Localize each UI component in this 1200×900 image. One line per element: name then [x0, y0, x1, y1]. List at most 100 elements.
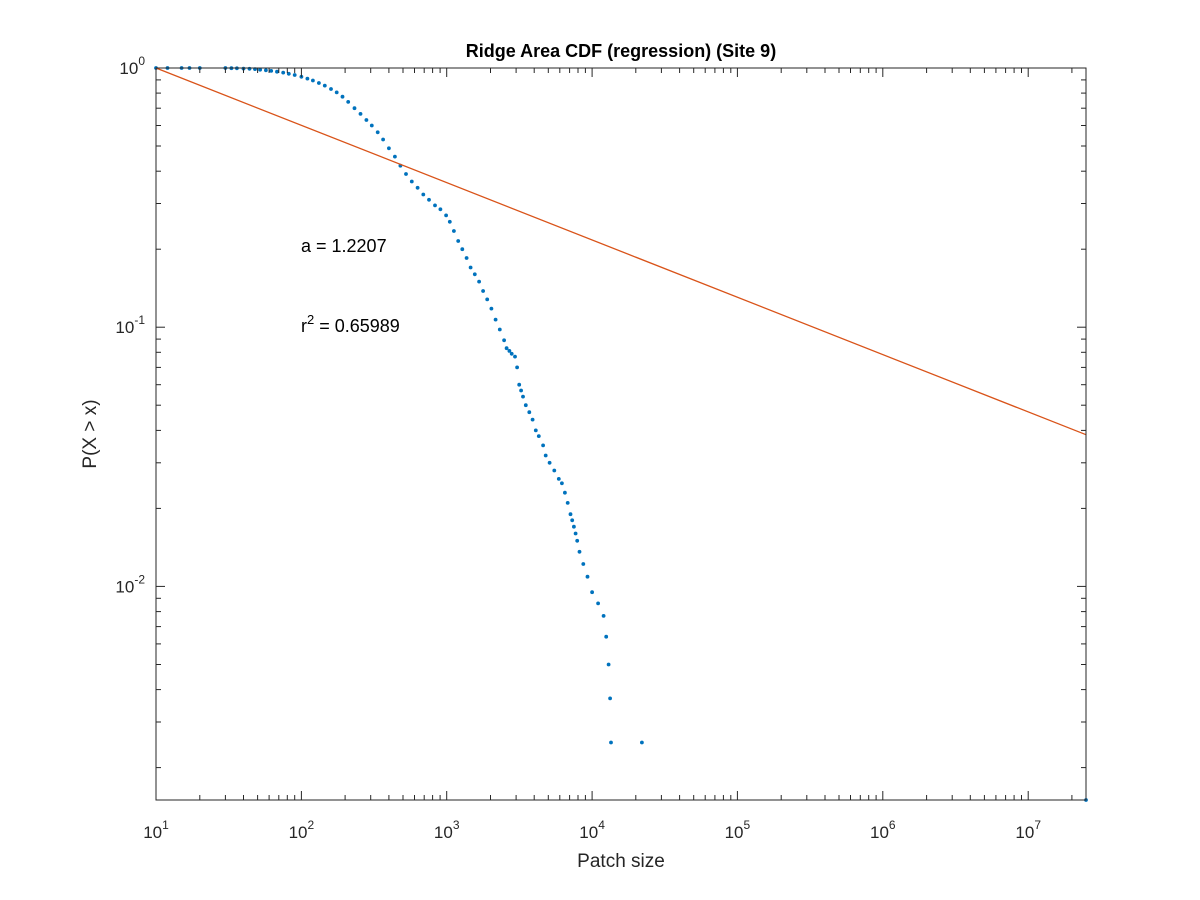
x-tick-label: 101: [143, 818, 169, 842]
data-point: [590, 590, 594, 595]
x-tick-label: 102: [289, 818, 315, 842]
data-point: [596, 601, 600, 606]
data-point: [281, 70, 286, 75]
data-point: [515, 365, 519, 370]
data-point: [530, 417, 535, 422]
annotation-r2-suffix: = 0.65989: [314, 316, 400, 336]
data-point: [340, 94, 345, 99]
data-point: [573, 531, 578, 536]
y-tick-label-base: 10: [115, 577, 134, 596]
annotation-r2-superscript: 2: [307, 312, 314, 327]
x-tick-label-base: 10: [579, 823, 598, 842]
data-point: [447, 219, 452, 224]
data-points: [154, 66, 1088, 802]
data-point: [421, 192, 426, 197]
data-point: [305, 76, 310, 81]
data-point: [346, 100, 351, 104]
x-tick-label-base: 10: [143, 823, 162, 842]
data-point: [415, 185, 420, 190]
data-point: [334, 90, 339, 95]
data-point: [604, 634, 609, 639]
annotation-r2-prefix: r: [301, 316, 307, 336]
data-point: [568, 512, 573, 517]
data-point: [577, 549, 582, 554]
data-point: [317, 81, 321, 85]
data-point: [404, 172, 408, 176]
x-axis-label: Patch size: [577, 851, 665, 872]
data-point: [352, 106, 357, 111]
x-tick-label-exponent: 3: [453, 818, 460, 832]
data-point: [409, 179, 414, 184]
data-point: [460, 247, 465, 252]
data-point: [533, 428, 538, 433]
x-tick-label: 106: [870, 818, 896, 842]
data-point: [502, 338, 506, 343]
data-point: [292, 73, 297, 77]
data-point: [606, 662, 611, 667]
x-tick-label: 104: [579, 818, 605, 842]
x-tick-label-base: 10: [870, 823, 889, 842]
data-point: [497, 327, 502, 332]
x-tick-label: 103: [434, 818, 460, 842]
data-point: [275, 69, 279, 74]
data-point: [477, 279, 481, 284]
data-point: [258, 67, 262, 72]
axes-box: [155, 67, 1087, 801]
x-tick-label: 107: [1015, 818, 1041, 842]
data-point: [601, 614, 606, 618]
x-tick-label-exponent: 6: [889, 818, 896, 832]
data-point: [247, 66, 252, 71]
y-tick-label: 10-2: [115, 572, 145, 596]
data-point: [609, 740, 613, 745]
annotation-exponent: a = 1.2207: [301, 236, 387, 256]
y-tick-label-exponent: 0: [138, 54, 145, 68]
y-tick-label-base: 10: [119, 59, 138, 78]
data-point: [452, 229, 456, 233]
data-point: [387, 146, 391, 151]
chart-title: Ridge Area CDF (regression) (Site 9): [466, 41, 776, 61]
data-point: [556, 477, 561, 481]
data-point: [565, 501, 570, 505]
data-point: [485, 297, 490, 302]
data-point: [433, 203, 437, 208]
y-axis-label: P(X > x): [80, 399, 101, 468]
data-point: [585, 574, 590, 579]
data-point: [543, 453, 548, 458]
data-point: [472, 272, 477, 277]
data-point: [608, 696, 612, 701]
data-point: [358, 112, 363, 116]
data-point: [464, 256, 469, 260]
data-point: [504, 346, 509, 351]
data-point: [560, 481, 564, 486]
data-point: [527, 410, 532, 415]
data-point: [581, 562, 586, 566]
series-layer: [154, 66, 1088, 802]
x-tick-label-base: 10: [725, 823, 744, 842]
y-tick-label: 10-1: [115, 313, 145, 337]
data-point: [523, 403, 528, 408]
data-point: [509, 351, 514, 356]
data-point: [264, 68, 268, 73]
data-point: [329, 87, 333, 91]
data-point: [311, 78, 315, 83]
data-point: [547, 460, 552, 465]
data-point: [481, 289, 485, 293]
x-tick-label: 105: [725, 818, 751, 842]
data-point: [369, 123, 374, 128]
data-point: [375, 130, 380, 135]
x-tick-label-base: 10: [1015, 823, 1034, 842]
data-point: [427, 197, 431, 202]
data-point: [536, 434, 541, 438]
x-tick-label-exponent: 1: [162, 818, 169, 832]
data-point: [575, 538, 580, 543]
ticks-layer: [155, 67, 1086, 800]
data-point: [572, 524, 576, 529]
regression-fit-line: [155, 67, 1087, 436]
y-tick-label-base: 10: [115, 318, 134, 337]
data-point: [640, 740, 644, 745]
y-tick-label: 100: [119, 54, 145, 78]
data-point: [456, 239, 461, 243]
data-point: [269, 69, 274, 73]
